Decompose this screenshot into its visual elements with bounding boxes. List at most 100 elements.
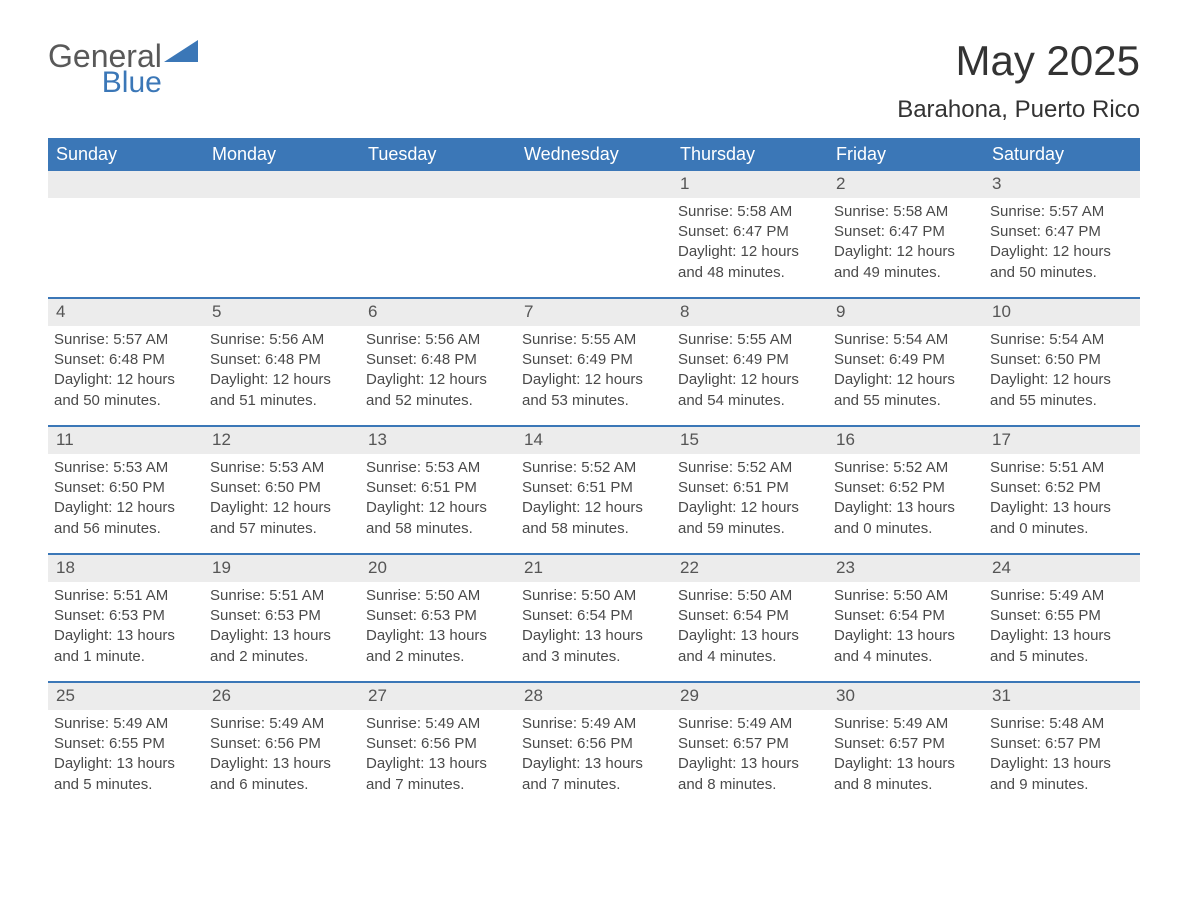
- daylight2-text: and 58 minutes.: [366, 519, 510, 539]
- daylight1-text: Daylight: 13 hours: [990, 626, 1134, 646]
- sunset-text: Sunset: 6:48 PM: [54, 350, 198, 370]
- day-cell: 28Sunrise: 5:49 AMSunset: 6:56 PMDayligh…: [516, 683, 672, 809]
- weekday-header: Sunday: [48, 138, 204, 171]
- sunrise-text: Sunrise: 5:48 AM: [990, 714, 1134, 734]
- daylight1-text: Daylight: 13 hours: [366, 754, 510, 774]
- sunrise-text: Sunrise: 5:50 AM: [678, 586, 822, 606]
- day-cell: 17Sunrise: 5:51 AMSunset: 6:52 PMDayligh…: [984, 427, 1140, 553]
- daylight1-text: Daylight: 12 hours: [678, 498, 822, 518]
- weekday-header: Saturday: [984, 138, 1140, 171]
- brand-logo: General Blue: [48, 40, 198, 98]
- location-label: Barahona, Puerto Rico: [897, 96, 1140, 124]
- daylight2-text: and 1 minute.: [54, 647, 198, 667]
- daylight1-text: Daylight: 12 hours: [522, 498, 666, 518]
- day-number: 22: [672, 555, 828, 582]
- sunset-text: Sunset: 6:47 PM: [678, 222, 822, 242]
- sunrise-text: Sunrise: 5:49 AM: [678, 714, 822, 734]
- day-number: 8: [672, 299, 828, 326]
- day-cell: .: [516, 171, 672, 297]
- sunset-text: Sunset: 6:56 PM: [522, 734, 666, 754]
- day-number: 29: [672, 683, 828, 710]
- daylight1-text: Daylight: 12 hours: [54, 498, 198, 518]
- sunset-text: Sunset: 6:49 PM: [522, 350, 666, 370]
- weekday-header: Thursday: [672, 138, 828, 171]
- sunrise-text: Sunrise: 5:53 AM: [366, 458, 510, 478]
- daylight2-text: and 55 minutes.: [834, 391, 978, 411]
- sunset-text: Sunset: 6:47 PM: [834, 222, 978, 242]
- sunrise-text: Sunrise: 5:51 AM: [210, 586, 354, 606]
- day-cell: 20Sunrise: 5:50 AMSunset: 6:53 PMDayligh…: [360, 555, 516, 681]
- page-header: General Blue May 2025 Barahona, Puerto R…: [48, 40, 1140, 134]
- sunset-text: Sunset: 6:47 PM: [990, 222, 1134, 242]
- day-cell: 7Sunrise: 5:55 AMSunset: 6:49 PMDaylight…: [516, 299, 672, 425]
- daylight2-text: and 50 minutes.: [990, 263, 1134, 283]
- sunset-text: Sunset: 6:52 PM: [834, 478, 978, 498]
- logo-triangle-icon: [164, 40, 198, 68]
- sunset-text: Sunset: 6:48 PM: [366, 350, 510, 370]
- day-number: 17: [984, 427, 1140, 454]
- sunrise-text: Sunrise: 5:56 AM: [210, 330, 354, 350]
- day-cell: 19Sunrise: 5:51 AMSunset: 6:53 PMDayligh…: [204, 555, 360, 681]
- day-number: 27: [360, 683, 516, 710]
- day-number: 10: [984, 299, 1140, 326]
- day-number: .: [48, 171, 204, 198]
- daylight2-text: and 59 minutes.: [678, 519, 822, 539]
- title-block: May 2025 Barahona, Puerto Rico: [897, 40, 1140, 134]
- daylight1-text: Daylight: 13 hours: [678, 754, 822, 774]
- weekday-header: Monday: [204, 138, 360, 171]
- daylight1-text: Daylight: 13 hours: [522, 626, 666, 646]
- sunrise-text: Sunrise: 5:52 AM: [834, 458, 978, 478]
- daylight1-text: Daylight: 12 hours: [990, 370, 1134, 390]
- sunset-text: Sunset: 6:55 PM: [990, 606, 1134, 626]
- sunset-text: Sunset: 6:56 PM: [210, 734, 354, 754]
- day-number: 15: [672, 427, 828, 454]
- daylight2-text: and 56 minutes.: [54, 519, 198, 539]
- day-number: 25: [48, 683, 204, 710]
- weekday-header: Friday: [828, 138, 984, 171]
- sunset-text: Sunset: 6:51 PM: [678, 478, 822, 498]
- day-number: 1: [672, 171, 828, 198]
- daylight2-text: and 4 minutes.: [834, 647, 978, 667]
- month-title: May 2025: [897, 40, 1140, 82]
- daylight2-text: and 53 minutes.: [522, 391, 666, 411]
- daylight2-text: and 55 minutes.: [990, 391, 1134, 411]
- day-cell: 27 Sunrise: 5:49 AMSunset: 6:56 PMDayligh…: [360, 683, 516, 809]
- day-number: .: [516, 171, 672, 198]
- daylight1-text: Daylight: 13 hours: [210, 754, 354, 774]
- day-number: 20: [360, 555, 516, 582]
- daylight2-text: and 51 minutes.: [210, 391, 354, 411]
- day-cell: 12Sunrise: 5:53 AMSunset: 6:50 PMDayligh…: [204, 427, 360, 553]
- sunset-text: Sunset: 6:56 PM: [366, 734, 510, 754]
- daylight2-text: and 5 minutes.: [54, 775, 198, 795]
- sunrise-text: Sunrise: 5:49 AM: [54, 714, 198, 734]
- sunrise-text: Sunrise: 5:51 AM: [54, 586, 198, 606]
- day-number: .: [204, 171, 360, 198]
- calendar-weeks: ....1Sunrise: 5:58 AMSunset: 6:47 PMDayl…: [48, 171, 1140, 809]
- sunrise-text: Sunrise: 5:58 AM: [678, 202, 822, 222]
- day-cell: 3Sunrise: 5:57 AMSunset: 6:47 PMDaylight…: [984, 171, 1140, 297]
- daylight1-text: Daylight: 12 hours: [54, 370, 198, 390]
- day-number: 19: [204, 555, 360, 582]
- daylight2-text: and 0 minutes.: [990, 519, 1134, 539]
- sunrise-text: Sunrise: 5:49 AM: [834, 714, 978, 734]
- day-number: 18: [48, 555, 204, 582]
- calendar-week: 25Sunrise: 5:49 AMSunset: 6:55 PMDayligh…: [48, 681, 1140, 809]
- daylight2-text: and 8 minutes.: [834, 775, 978, 795]
- day-number: 3: [984, 171, 1140, 198]
- daylight2-text: and 3 minutes.: [522, 647, 666, 667]
- sunrise-text: Sunrise: 5:49 AM: [366, 714, 510, 734]
- daylight1-text: Daylight: 12 hours: [210, 498, 354, 518]
- day-cell: 23Sunrise: 5:50 AMSunset: 6:54 PMDayligh…: [828, 555, 984, 681]
- sunset-text: Sunset: 6:57 PM: [678, 734, 822, 754]
- daylight1-text: Daylight: 13 hours: [366, 626, 510, 646]
- daylight1-text: Daylight: 12 hours: [210, 370, 354, 390]
- sunrise-text: Sunrise: 5:55 AM: [678, 330, 822, 350]
- day-number: 21: [516, 555, 672, 582]
- day-number: 6: [360, 299, 516, 326]
- calendar: Sunday Monday Tuesday Wednesday Thursday…: [48, 138, 1140, 809]
- weekday-header: Tuesday: [360, 138, 516, 171]
- sunrise-text: Sunrise: 5:54 AM: [990, 330, 1134, 350]
- daylight1-text: Daylight: 13 hours: [990, 754, 1134, 774]
- day-cell: 14Sunrise: 5:52 AMSunset: 6:51 PMDayligh…: [516, 427, 672, 553]
- day-number: 24: [984, 555, 1140, 582]
